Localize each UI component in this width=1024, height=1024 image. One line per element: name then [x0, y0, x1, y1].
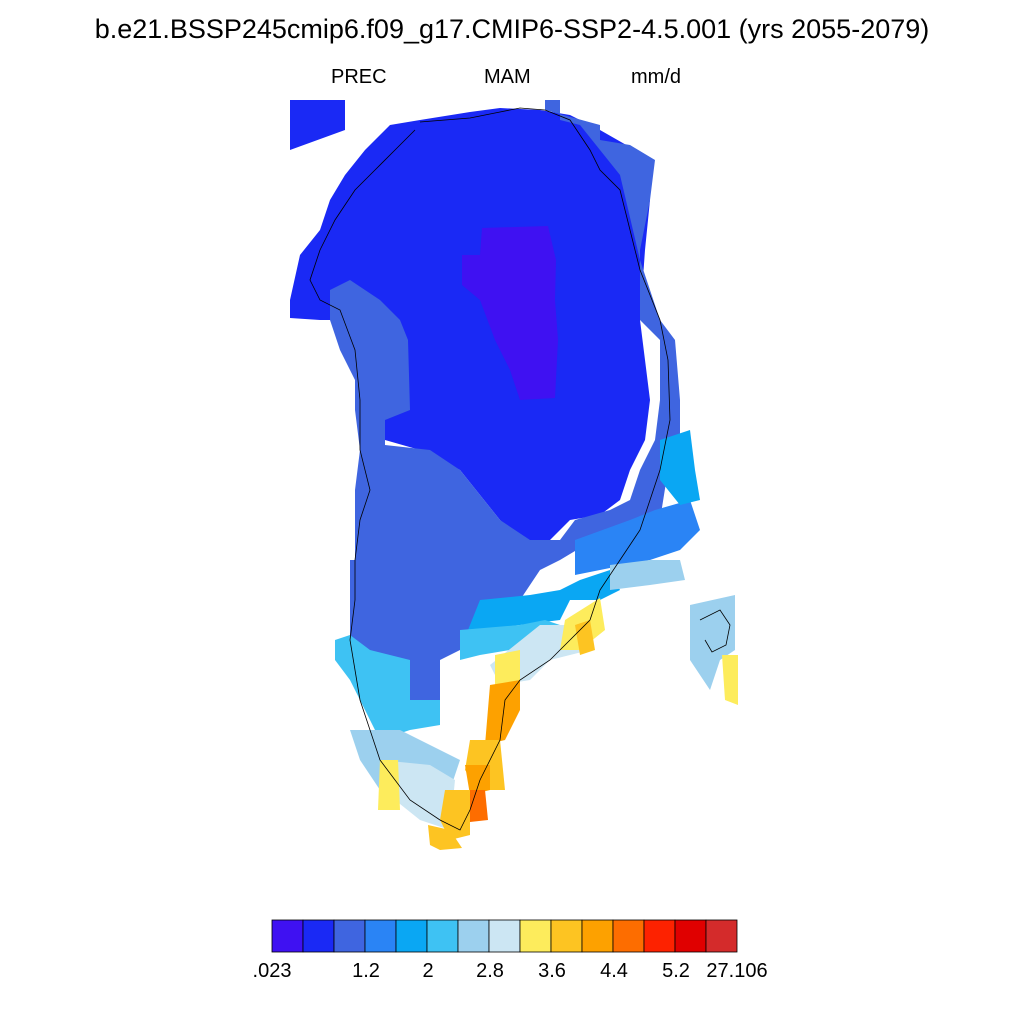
colorbar-swatch — [705, 919, 738, 953]
colorbar-tick-label: 27.106 — [706, 960, 768, 982]
colorbar-swatch — [271, 919, 304, 953]
precip-region-east — [575, 500, 700, 575]
coastline-greenland — [309, 107, 671, 831]
precip-region-iceland — [690, 595, 735, 690]
precip-region-southeast — [460, 570, 620, 650]
colorbar-swatch — [643, 919, 676, 953]
colorbar-swatch — [674, 919, 707, 953]
colorbar-swatch — [457, 919, 490, 953]
precip-region-iceland-2 — [722, 655, 738, 705]
variable-label: PREC — [331, 66, 387, 88]
colorbar-tick-label: 5.2 — [662, 960, 690, 982]
precip-region-southwest-light — [335, 635, 440, 740]
precip-region-warm-7 — [465, 790, 488, 822]
colorbar-tick-label: 2 — [422, 960, 434, 982]
precip-region-warm-4 — [485, 680, 520, 745]
precip-region-warm-10 — [378, 760, 400, 810]
colorbar-swatch — [612, 919, 645, 953]
colorbar-swatch — [364, 919, 397, 953]
colorbar-swatch — [395, 919, 428, 953]
precip-region-warm-9 — [428, 825, 462, 850]
colorbar-swatch — [581, 919, 614, 953]
colorbar-tick-label: 3.6 — [538, 960, 566, 982]
precip-region-warm-2 — [575, 620, 595, 655]
precip-region-southwest — [350, 560, 430, 640]
colorbar-swatch — [426, 919, 459, 953]
precip-region-interior — [290, 108, 650, 540]
precip-region-core — [462, 226, 558, 400]
precip-region-warm-8 — [440, 790, 470, 840]
season-label: MAM — [484, 66, 531, 88]
units-label: mm/d — [631, 66, 681, 88]
precip-region-southeast-pale — [610, 560, 685, 590]
colorbar — [271, 919, 738, 953]
colorbar-tick-label: .023 — [252, 960, 292, 982]
precip-region-tip-pale — [380, 760, 455, 830]
colorbar-swatch — [550, 919, 583, 953]
precip-region-northwest — [290, 100, 345, 150]
colorbar-swatch — [302, 919, 335, 953]
plot-title: b.e21.BSSP245cmip6.f09_g17.CMIP6-SSP2-4.… — [94, 14, 930, 44]
colorbar-tick-label: 1.2 — [352, 960, 380, 982]
colorbar-swatch — [519, 919, 552, 953]
precip-region-warm-3 — [495, 650, 520, 685]
precip-region-east-2 — [660, 430, 700, 505]
colorbar-tick-label: 2.8 — [476, 960, 504, 982]
precip-field — [290, 100, 738, 850]
colorbar-tick-label: 4.4 — [600, 960, 628, 982]
coastline-iceland — [699, 609, 731, 653]
colorbar-swatch — [333, 919, 366, 953]
colorbar-swatch — [488, 919, 521, 953]
